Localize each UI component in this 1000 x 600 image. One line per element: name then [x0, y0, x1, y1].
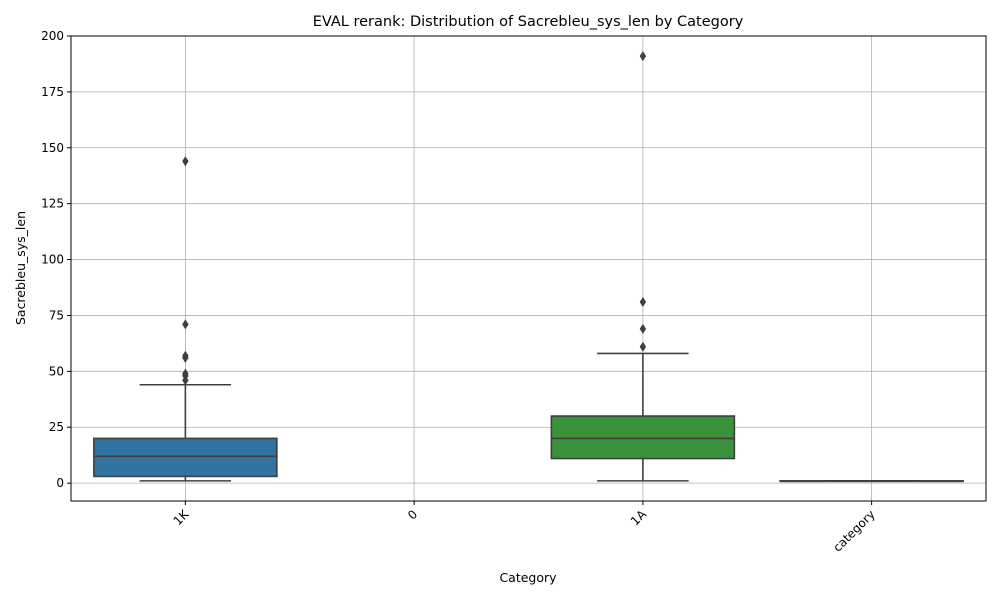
outlier-point	[182, 368, 189, 379]
outlier-point	[639, 323, 647, 334]
y-tick-label: 175	[41, 85, 64, 99]
y-tick-label: 75	[49, 308, 64, 322]
x-tick-label: category	[830, 507, 877, 554]
outlier-point	[182, 319, 189, 330]
y-tick-label: 200	[41, 29, 64, 43]
outlier-point	[639, 51, 647, 62]
y-tick-label: 100	[41, 253, 64, 267]
box-series	[93, 51, 964, 483]
plot-area-frame	[70, 35, 987, 502]
outlier-point	[182, 350, 189, 361]
box-1A	[550, 51, 736, 482]
grid-lines	[71, 35, 986, 501]
chart-title: EVAL rerank: Distribution of Sacrebleu_s…	[313, 14, 744, 30]
y-axis-label: Sacrebleu_sys_len	[13, 211, 28, 325]
box-category	[779, 480, 964, 483]
y-tick-label: 25	[49, 420, 64, 434]
outlier-point	[639, 297, 647, 308]
x-tick-label: 0	[405, 507, 420, 522]
y-tick-label: 50	[49, 364, 64, 378]
box-body	[550, 415, 736, 460]
x-axis-label: Category	[499, 570, 557, 585]
x-tick-label: 1A	[628, 507, 650, 529]
outlier-point	[639, 341, 647, 352]
y-axis-ticks: 0 25 50 75 100 125 150 175 200	[41, 29, 71, 490]
y-tick-label: 150	[41, 141, 64, 155]
box-1K	[93, 156, 278, 482]
x-axis-ticks: 1K 0 1A category	[171, 501, 878, 555]
x-tick-label: 1K	[171, 506, 193, 528]
y-tick-label: 125	[41, 197, 64, 211]
outlier-point	[182, 156, 189, 167]
box-body	[93, 437, 278, 478]
y-tick-label: 0	[56, 476, 64, 490]
